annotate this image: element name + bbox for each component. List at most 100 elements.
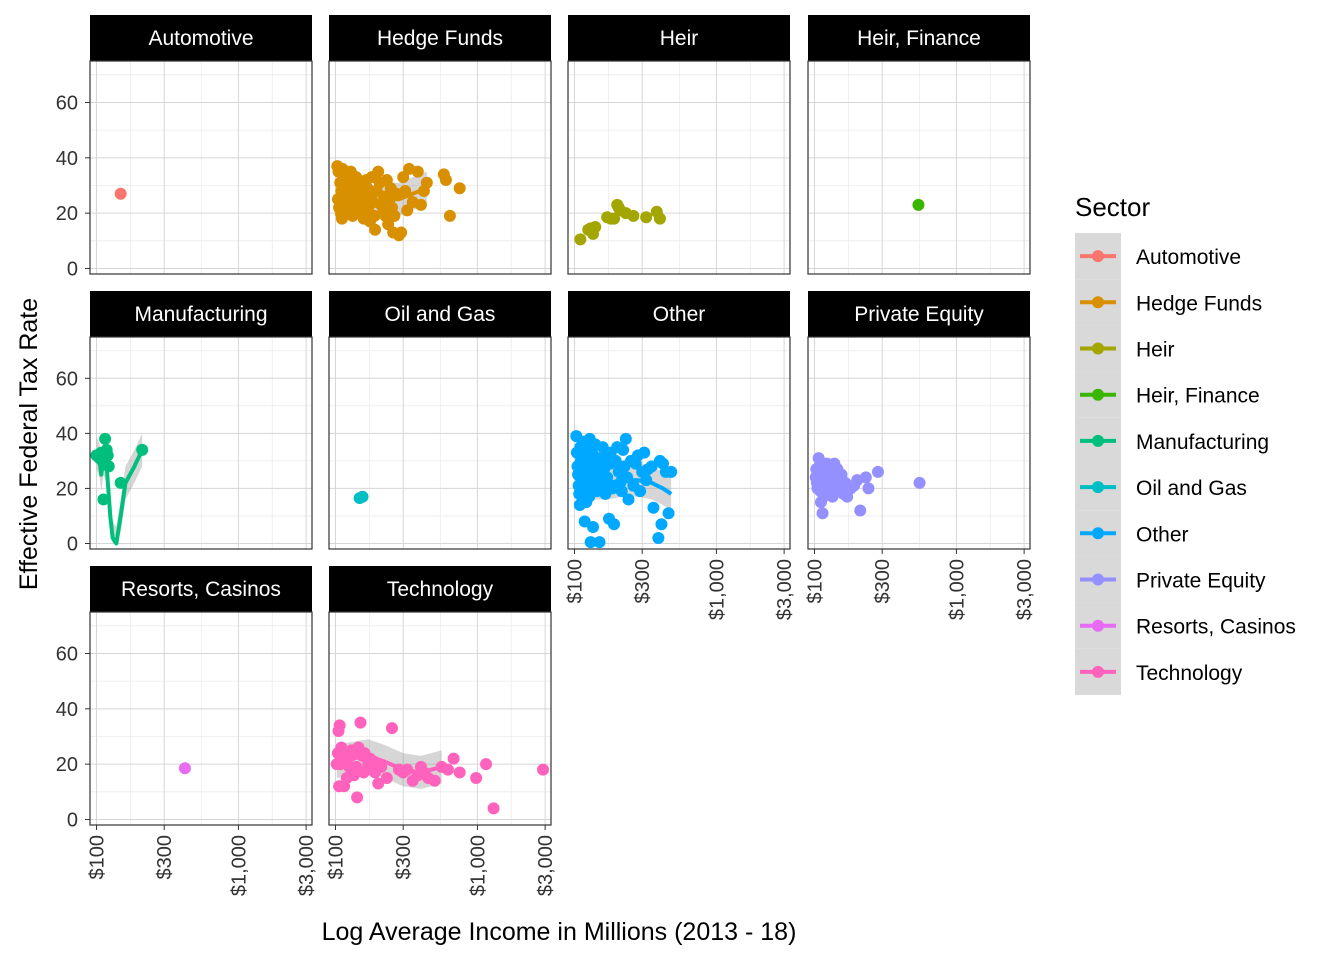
facet-strip: [568, 15, 790, 61]
legend-item-resorts-casinos: Resorts, Casinos: [1075, 602, 1296, 649]
facet-strip: [90, 291, 312, 337]
legend-item-technology: Technology: [1075, 648, 1243, 695]
data-point: [351, 791, 364, 804]
y-tick-label: 20: [56, 478, 78, 500]
x-tick-label: $300: [872, 559, 894, 604]
legend-label: Private Equity: [1136, 570, 1266, 593]
facet-strip-label: Manufacturing: [134, 303, 267, 326]
x-tick-label: $100: [86, 835, 108, 880]
legend-label: Hedge Funds: [1136, 292, 1262, 315]
panel-border: [807, 60, 1031, 275]
x-tick-label: $300: [632, 559, 654, 604]
facet-panel-automotive: Automotive 0 20 40 60: [56, 15, 313, 280]
data-point: [428, 774, 441, 787]
data-point: [178, 762, 191, 775]
data-point: [584, 536, 597, 549]
x-tick-label: $1,000: [946, 559, 968, 620]
data-point: [862, 482, 875, 495]
facet-strip-label: Heir: [660, 27, 699, 50]
data-point: [593, 536, 606, 549]
data-point: [638, 446, 651, 459]
y-axis-title: Effective Federal Tax Rate: [15, 298, 43, 590]
legend-item-oil-and-gas: Oil and Gas: [1075, 464, 1247, 511]
facet-panel-resorts-casinos: Resorts, Casinos 0 20 40 60 $100 $300 $1,000 $3,…: [56, 566, 318, 896]
panel-border: [328, 611, 552, 826]
data-point: [655, 518, 668, 531]
data-point: [372, 777, 385, 790]
smooth-line: [336, 186, 428, 205]
data-point: [854, 504, 867, 517]
legend-label: Resorts, Casinos: [1136, 616, 1296, 639]
legend-key-point: [1092, 527, 1104, 540]
x-tick-label: $100: [325, 835, 347, 880]
x-tick-label: $3,000: [535, 835, 557, 896]
legend-label: Heir: [1136, 339, 1175, 362]
data-point: [470, 771, 483, 784]
legend-key-point: [1092, 296, 1104, 309]
facet-strip-label: Heir, Finance: [857, 27, 981, 50]
x-tick-label: $1,000: [706, 559, 728, 620]
legend-label: Other: [1136, 523, 1189, 546]
panel-border: [89, 336, 313, 550]
data-point: [589, 220, 602, 233]
facet-strip-label: Other: [653, 303, 706, 326]
data-point: [99, 432, 112, 445]
facet-panel-heir: Heir: [567, 15, 791, 275]
y-tick-label: 40: [56, 148, 78, 170]
panel-border: [328, 336, 552, 550]
legend-label: Technology: [1136, 662, 1243, 685]
data-point: [871, 465, 884, 478]
data-point: [653, 212, 666, 225]
legend-item-automotive: Automotive: [1075, 233, 1241, 280]
data-point: [354, 716, 367, 729]
y-tick-label: 20: [56, 203, 78, 225]
y-tick-label: 40: [56, 423, 78, 445]
legend-label: Manufacturing: [1136, 431, 1269, 454]
facet-strip: [90, 15, 312, 61]
data-point: [627, 209, 640, 222]
facet-panel-oil-and-gas: Oil and Gas: [328, 291, 552, 550]
data-point: [608, 518, 621, 531]
data-point: [414, 198, 427, 211]
data-point: [388, 209, 401, 222]
data-point: [439, 173, 452, 186]
legend-label: Heir, Finance: [1136, 385, 1260, 408]
y-tick-label: 0: [67, 533, 78, 555]
smooth-line: [336, 753, 443, 775]
legend-item-heir: Heir: [1075, 325, 1175, 372]
facet-strip: [808, 291, 1030, 337]
smooth-line: [94, 449, 145, 546]
data-point: [411, 165, 424, 178]
x-tick-label: $100: [564, 559, 586, 604]
data-point: [647, 501, 660, 514]
panel-border: [807, 336, 1031, 550]
data-point: [617, 443, 630, 456]
data-point: [487, 802, 500, 815]
data-point: [816, 507, 829, 520]
data-point: [369, 223, 382, 236]
data-point: [619, 432, 632, 445]
data-point: [453, 182, 466, 195]
data-point: [640, 211, 653, 224]
x-tick-label: $3,000: [1014, 559, 1036, 620]
facet-strip: [90, 566, 312, 612]
confidence-band: [96, 433, 143, 544]
facet-strip-label: Private Equity: [854, 303, 984, 326]
data-point: [443, 209, 456, 222]
panel-border: [89, 60, 313, 275]
y-tick-label: 0: [67, 809, 78, 831]
data-point: [385, 722, 398, 735]
data-point: [335, 212, 348, 225]
data-point: [480, 758, 493, 771]
data-point: [913, 476, 926, 489]
x-tick-label: $300: [154, 835, 176, 880]
x-tick-label: $1,000: [467, 835, 489, 896]
data-point: [665, 465, 678, 478]
facet-panel-manufacturing: Manufacturing 0 20 40 60: [56, 291, 313, 555]
facet-strip: [329, 291, 551, 337]
facet-panel-hedge-funds: Hedge Funds: [328, 15, 552, 275]
panel-border: [328, 60, 552, 275]
data-point: [356, 490, 369, 503]
facet-strip-label: Hedge Funds: [377, 27, 503, 50]
